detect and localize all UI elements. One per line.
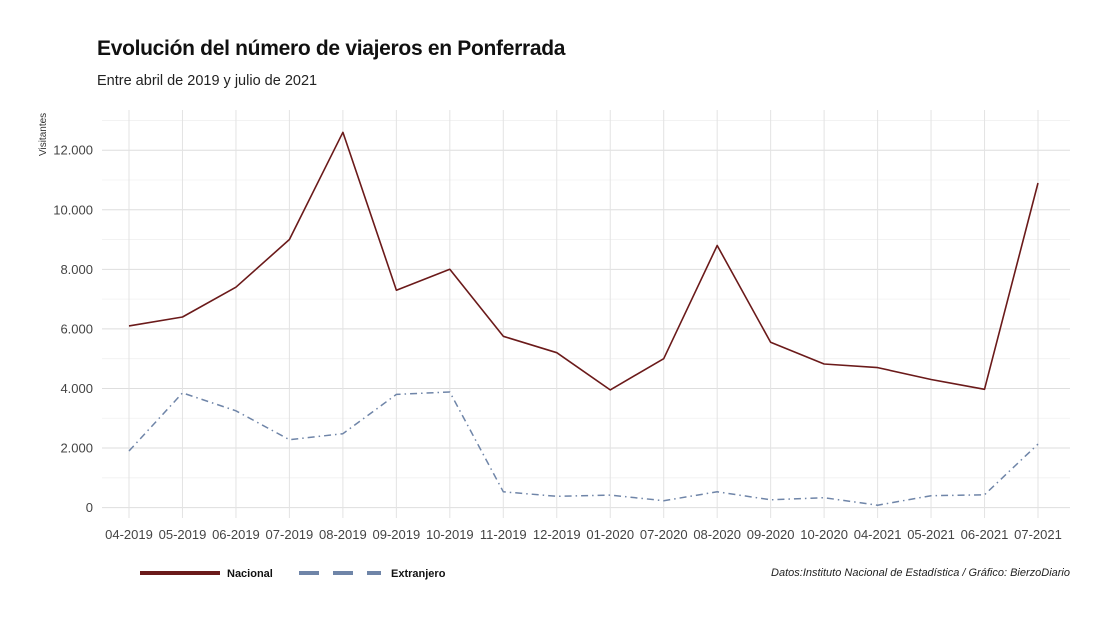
- source-caption: Datos:Instituto Nacional de Estadística …: [771, 567, 1070, 579]
- grid-lines: [102, 110, 1070, 518]
- x-tick-label: 04-2021: [854, 527, 902, 542]
- series-line-extranjero: [128, 391, 1039, 506]
- x-tick-label: 08-2019: [319, 527, 367, 542]
- x-tick-label: 06-2019: [212, 527, 260, 542]
- y-tick-label: 2.000: [60, 441, 93, 456]
- x-tick-label: 05-2019: [159, 527, 207, 542]
- x-tick-label: 05-2021: [907, 527, 955, 542]
- x-tick-label: 08-2020: [693, 527, 741, 542]
- x-tick-label: 10-2019: [426, 527, 474, 542]
- legend-label-nacional: Nacional: [227, 568, 273, 580]
- y-tick-label: 6.000: [60, 321, 93, 336]
- y-tick-label: 10.000: [53, 202, 93, 217]
- y-tick-label: 12.000: [53, 143, 93, 158]
- legend-label-extranjero: Extranjero: [391, 568, 446, 580]
- x-tick-label: 06-2021: [961, 527, 1009, 542]
- x-tick-label: 01-2020: [586, 527, 634, 542]
- x-tick-label: 09-2020: [747, 527, 795, 542]
- x-tick-label: 11-2019: [480, 527, 527, 542]
- x-tick-label: 07-2020: [640, 527, 688, 542]
- chart-title: Evolución del número de viajeros en Ponf…: [97, 37, 566, 60]
- x-tick-label: 07-2021: [1014, 527, 1062, 542]
- series-line-nacional: [128, 131, 1039, 391]
- y-axis-label: Visitantes: [38, 113, 49, 156]
- y-tick-label: 8.000: [60, 262, 93, 277]
- y-tick-label: 0: [86, 500, 93, 515]
- x-tick-label: 10-2020: [800, 527, 848, 542]
- y-axis: 0 2.000 4.000 6.000 8.000 10.000 12.000: [53, 143, 93, 515]
- legend: Nacional Extranjero: [140, 568, 446, 580]
- x-tick-label: 12-2019: [533, 527, 581, 542]
- chart-subtitle: Entre abril de 2019 y julio de 2021: [97, 73, 318, 89]
- x-tick-label: 07-2019: [266, 527, 314, 542]
- x-axis: 04-2019 05-2019 06-2019 07-2019 08-2019 09-20…: [105, 527, 1062, 542]
- x-tick-label: 04-2019: [105, 527, 153, 542]
- x-tick-label: 09-2019: [372, 527, 420, 542]
- y-tick-label: 4.000: [60, 381, 93, 396]
- series-lines: [128, 131, 1039, 506]
